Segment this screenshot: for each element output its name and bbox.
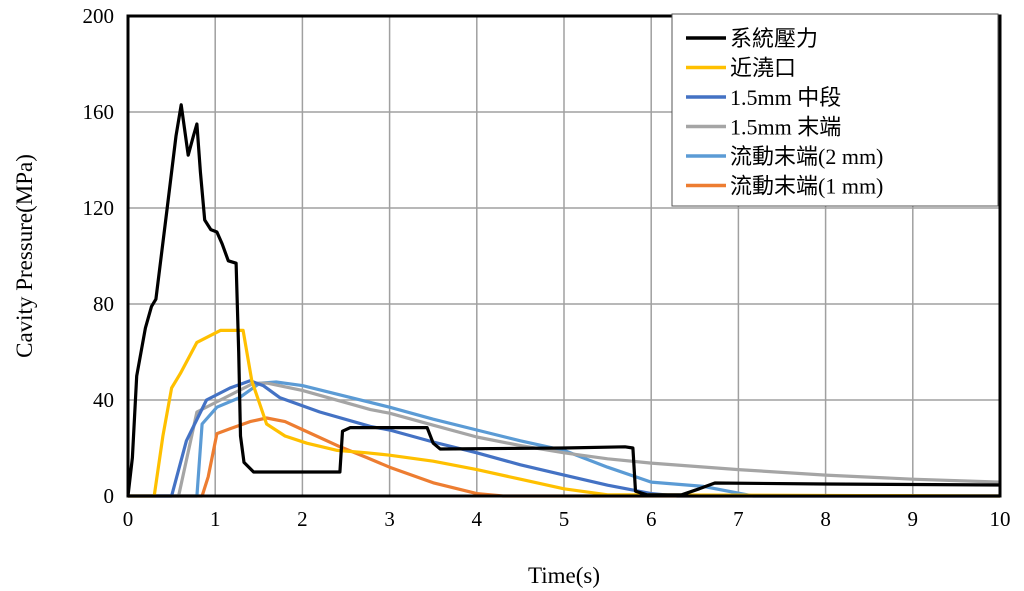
x-tick-label: 9 [908, 507, 919, 531]
legend-label: 流動末端(1 mm) [730, 174, 883, 199]
x-tick-label: 8 [820, 507, 831, 531]
series-line [128, 328, 1001, 498]
y-tick-labels: 0 40 80 120 160 200 [83, 4, 115, 508]
series-line [126, 103, 1001, 497]
plot-border [126, 14, 1002, 498]
series-line [128, 380, 1000, 498]
series-lines [126, 103, 1001, 498]
x-tick-label: 6 [646, 507, 657, 531]
y-tick-label: 0 [104, 484, 115, 508]
x-tick-label: 3 [384, 507, 395, 531]
legend-box [671, 13, 999, 207]
legend-label: 近澆口 [730, 56, 796, 81]
x-tick-label: 10 [990, 507, 1011, 531]
y-tick-label: 160 [83, 100, 115, 124]
x-tick-label: 4 [472, 507, 483, 531]
y-axis-label: Cavity Pressure(MPa) [12, 154, 37, 358]
legend-label: 系統壓力 [730, 26, 818, 51]
x-tick-labels: 0 1 2 3 4 5 6 7 8 9 10 [123, 507, 1011, 531]
x-tick-label: 7 [733, 507, 744, 531]
legend-label: 流動末端(2 mm) [730, 144, 883, 169]
y-tick-label: 120 [83, 196, 115, 220]
legend-label: 1.5mm 中段 [730, 85, 841, 110]
y-tick-label: 200 [83, 4, 115, 28]
x-tick-label: 0 [123, 507, 134, 531]
x-axis-label: Time(s) [528, 563, 600, 588]
legend-label: 1.5mm 末端 [730, 115, 841, 140]
x-tick-label: 2 [297, 507, 308, 531]
series-line [128, 416, 1000, 498]
y-tick-label: 80 [93, 292, 114, 316]
y-tick-label: 40 [93, 388, 114, 412]
series-line [128, 381, 1001, 498]
x-tick-label: 1 [210, 507, 221, 531]
x-tick-label: 5 [559, 507, 570, 531]
